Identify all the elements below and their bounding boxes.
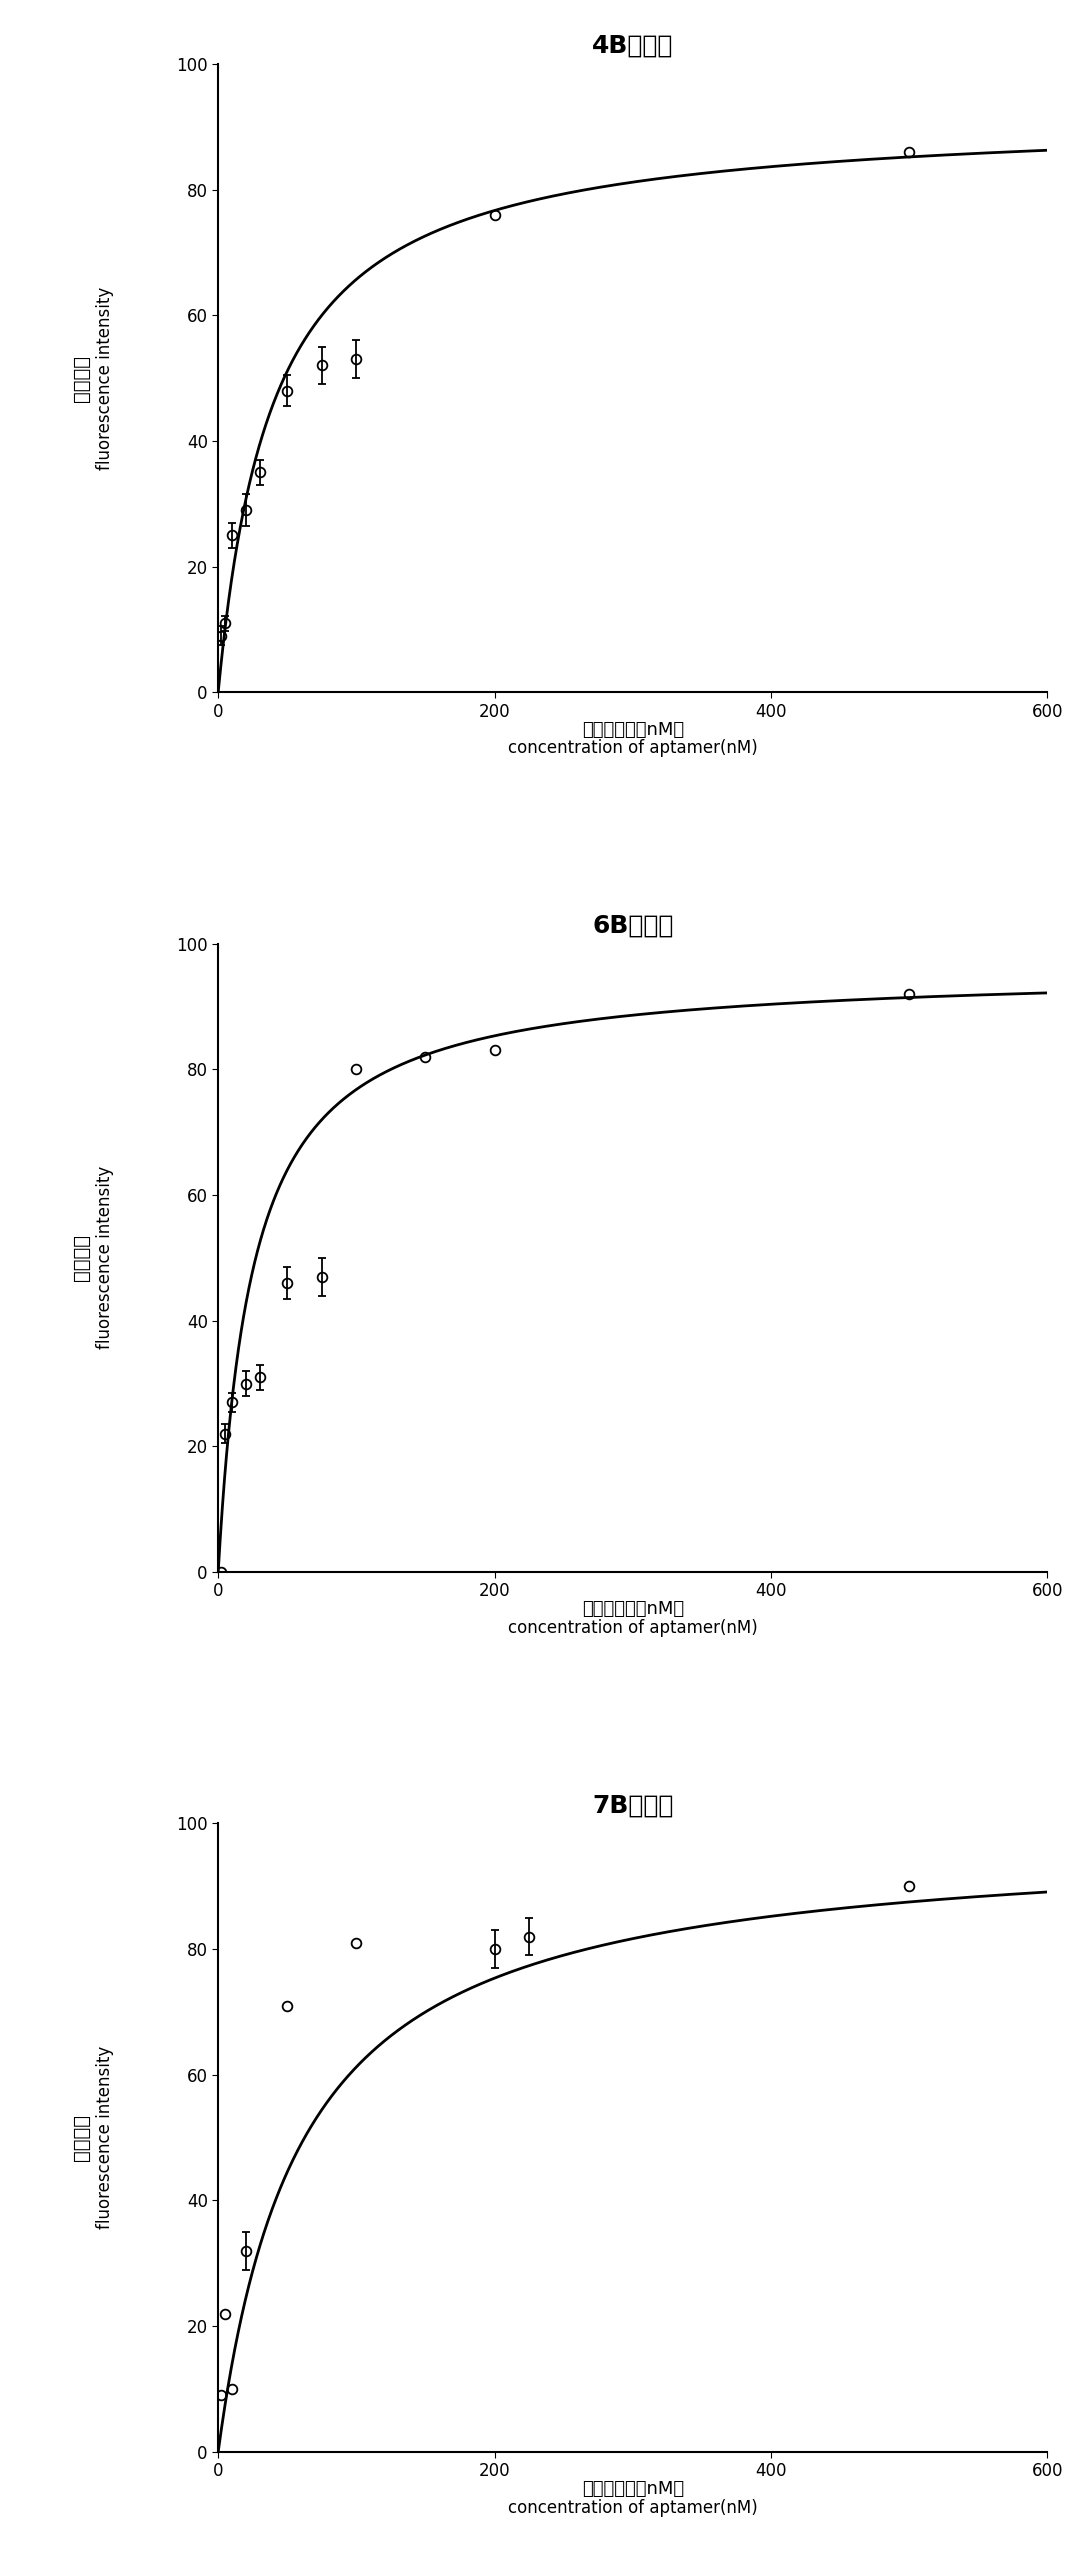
Y-axis label: fluorescence intensity: fluorescence intensity (96, 2046, 113, 2230)
Text: concentration of aptamer(nM): concentration of aptamer(nM) (508, 741, 757, 759)
Text: concentration of aptamer(nM): concentration of aptamer(nM) (508, 2498, 757, 2518)
Text: concentration of aptamer(nM): concentration of aptamer(nM) (508, 1619, 757, 1637)
Text: 适配子浓度（nM）: 适配子浓度（nM） (582, 1601, 684, 1619)
Text: 适配子浓度（nM）: 适配子浓度（nM） (582, 720, 684, 738)
Title: 6B适配子: 6B适配子 (592, 914, 673, 937)
Title: 7B适配子: 7B适配子 (592, 1793, 673, 1818)
Text: 荧光强度: 荧光强度 (72, 355, 91, 401)
Text: 荧光强度: 荧光强度 (72, 1234, 91, 1282)
Title: 4B适配子: 4B适配子 (592, 33, 673, 59)
Text: 适配子浓度（nM）: 适配子浓度（nM） (582, 2480, 684, 2498)
Text: 荧光强度: 荧光强度 (72, 2115, 91, 2161)
Y-axis label: fluorescence intensity: fluorescence intensity (96, 286, 113, 470)
Y-axis label: fluorescence intensity: fluorescence intensity (96, 1167, 113, 1349)
